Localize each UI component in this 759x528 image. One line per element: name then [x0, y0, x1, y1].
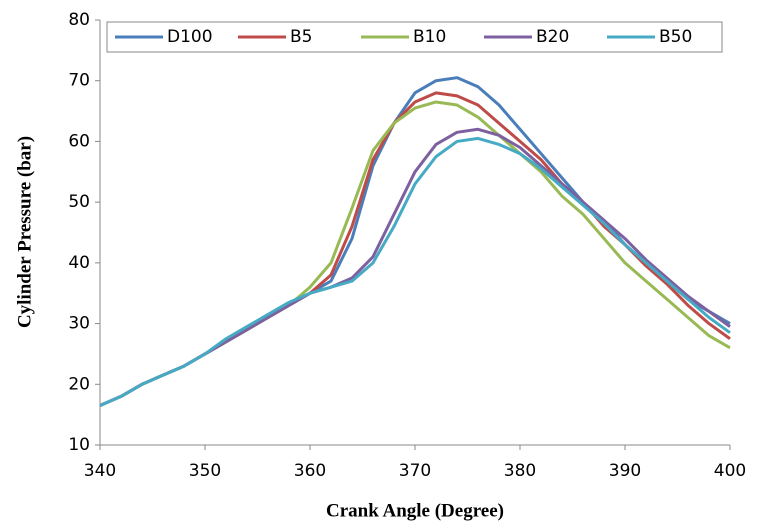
x-tick-label: 400: [714, 461, 746, 481]
y-tick-label: 60: [68, 131, 90, 151]
x-tick-label: 360: [294, 461, 326, 481]
x-tick-label: 370: [399, 461, 431, 481]
legend-label: B20: [536, 27, 569, 47]
legend-label: B50: [659, 27, 692, 47]
line-series: [99, 76, 731, 407]
y-tick-label: 50: [68, 192, 90, 212]
legend-label: B10: [413, 27, 446, 47]
x-tick-label: 380: [504, 461, 536, 481]
y-tick-label: 70: [68, 71, 90, 91]
x-tick-label: 340: [84, 461, 116, 481]
x-tick-label: 350: [189, 461, 221, 481]
x-tick-label: 390: [609, 461, 641, 481]
y-tick-label: 10: [68, 435, 90, 455]
y-axis-title: Cylinder Pressure (bar): [14, 136, 35, 328]
y-tick-label: 20: [68, 374, 90, 394]
line-series: [99, 136, 731, 407]
y-tick-label: 40: [68, 253, 90, 273]
y-tick-label: 80: [68, 10, 90, 30]
legend-label: B5: [290, 27, 312, 47]
legend-label: D100: [167, 27, 213, 47]
x-axis-title: Crank Angle (Degree): [326, 500, 504, 521]
y-tick-label: 30: [68, 314, 90, 334]
line-series: [99, 127, 731, 407]
